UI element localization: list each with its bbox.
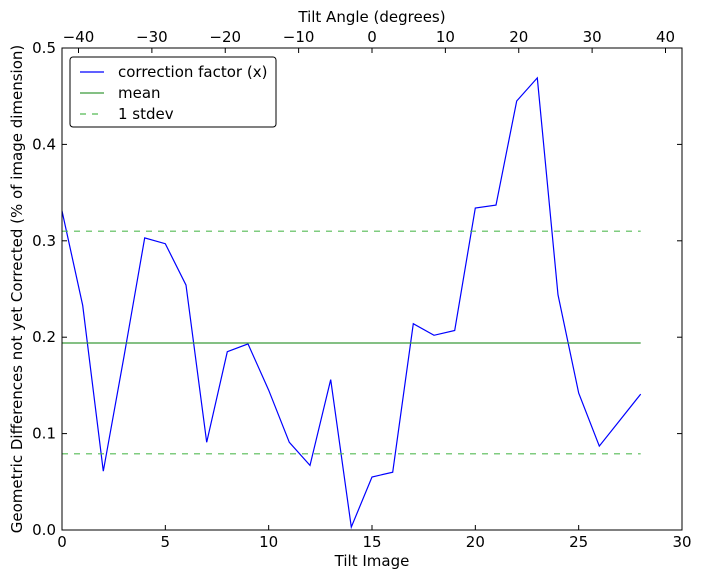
y-tick-label: 0.1 xyxy=(32,425,56,443)
top-tick-label: 30 xyxy=(583,28,602,46)
legend-box xyxy=(69,56,277,128)
x-tick-label: 20 xyxy=(466,533,485,551)
top-tick-label: 0 xyxy=(367,28,377,46)
legend: correction factor (x) mean 1 stdev xyxy=(69,56,277,128)
y-tick-label: 0.2 xyxy=(32,328,56,346)
top-tick-label: −20 xyxy=(209,28,241,46)
x-tick-label: 25 xyxy=(569,533,588,551)
top-tick-label: −30 xyxy=(136,28,168,46)
legend-label-stdev: 1 stdev xyxy=(118,105,174,123)
y-tick-label: 0.3 xyxy=(32,232,56,250)
x-tick-label: 30 xyxy=(672,533,691,551)
y-tick-label: 0.5 xyxy=(32,39,56,57)
top-tick-label: 10 xyxy=(436,28,455,46)
x-tick-label: 15 xyxy=(362,533,381,551)
y-tick-label: 0.4 xyxy=(32,135,56,153)
x-tick-label: 0 xyxy=(57,533,67,551)
legend-label-correction: correction factor (x) xyxy=(118,63,267,81)
top-tick-label: 20 xyxy=(509,28,528,46)
top-tick-label: −10 xyxy=(283,28,315,46)
x-tick-label: 5 xyxy=(161,533,171,551)
x-tick-label: 10 xyxy=(259,533,278,551)
top-tick-label: 40 xyxy=(656,28,675,46)
top-axis-label: Tilt Angle (degrees) xyxy=(297,8,445,26)
legend-label-mean: mean xyxy=(118,84,161,102)
series-line-correction-factor-x xyxy=(61,76,642,530)
y-axis-label: Geometric Differences not yet Corrected … xyxy=(8,45,26,534)
y-tick-label: 0.0 xyxy=(32,521,56,539)
top-tick-label: −40 xyxy=(63,28,95,46)
x-axis-label: Tilt Image xyxy=(334,552,410,570)
